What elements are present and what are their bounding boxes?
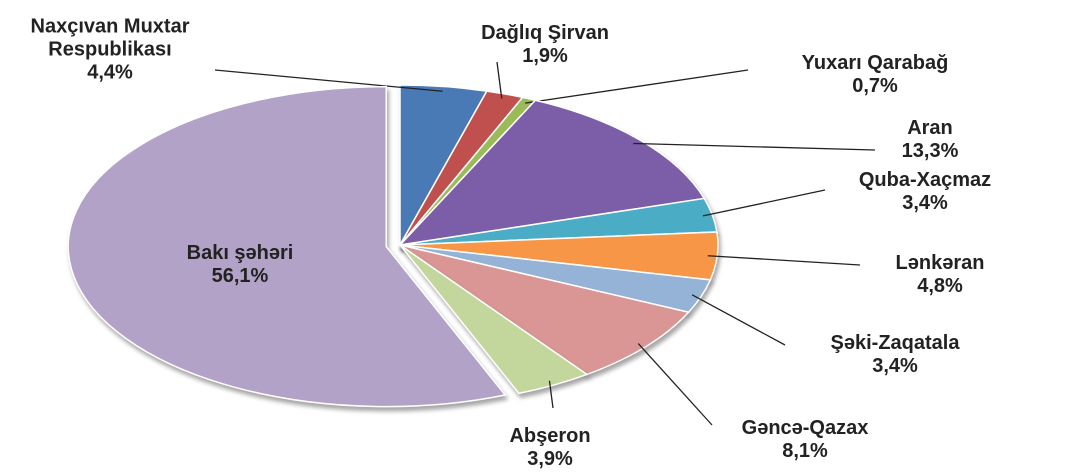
pie-slice (67, 85, 507, 408)
slice-label: Naxçıvan Muxtar Respublikası 4,4% (15, 16, 205, 85)
value-label: 3,4% (902, 192, 948, 214)
value-label: 13,3% (901, 140, 959, 162)
pie-slice (399, 244, 589, 395)
value-label: 56,1% (211, 265, 269, 287)
leader-line (702, 189, 826, 217)
category-name: Aran (907, 117, 953, 139)
slice-label: Quba-Xaçmaz 3,4% (859, 169, 991, 215)
value-label: 4,4% (87, 61, 133, 84)
category-name: Quba-Xaçmaz (858, 169, 992, 191)
slice-label: Aran 13,3% (902, 117, 959, 163)
category-name: Bakı şəhəri (186, 242, 294, 264)
leader-line (633, 142, 876, 151)
leader-line (637, 343, 713, 426)
category-name: Dağlıq Şirvan (481, 22, 609, 44)
slice-label: Şəki-Zaqatala 3,4% (831, 332, 960, 378)
leader-line (691, 294, 786, 346)
pie-slice (399, 244, 691, 376)
leader-line (548, 380, 554, 409)
category-name: Naxçıvan Muxtar Respublikası (30, 15, 190, 61)
slice-label: Yuxarı Qarabağ 0,7% (802, 52, 949, 98)
slice-label: Lənkəran 4,8% (896, 252, 985, 298)
category-name: Abşeron (509, 425, 591, 447)
value-label: 0,7% (852, 75, 898, 97)
category-name: Lənkəran (895, 252, 985, 274)
value-label: 4,8% (917, 275, 963, 297)
slice-label: Abşeron 3,9% (509, 425, 590, 471)
slice-label: Dağlıq Şirvan 1,9% (481, 22, 609, 68)
leader-line (496, 61, 503, 99)
pie-slice (397, 99, 706, 247)
category-name: Şəki-Zaqatala (830, 332, 960, 354)
value-label: 3,9% (527, 448, 573, 470)
leader-line (707, 255, 861, 266)
category-name: Yuxarı Qarabağ (801, 52, 949, 74)
value-label: 3,4% (872, 355, 918, 377)
slice-label: Gəncə-Qazax 8,1% (742, 417, 869, 463)
slice-label: Bakı şəhəri 56,1% (187, 242, 294, 288)
category-name: Gəncə-Qazax (741, 417, 869, 439)
value-label: 1,9% (522, 45, 568, 67)
leader-line (525, 69, 749, 104)
leader-line (214, 69, 443, 92)
value-label: 8,1% (782, 440, 828, 462)
